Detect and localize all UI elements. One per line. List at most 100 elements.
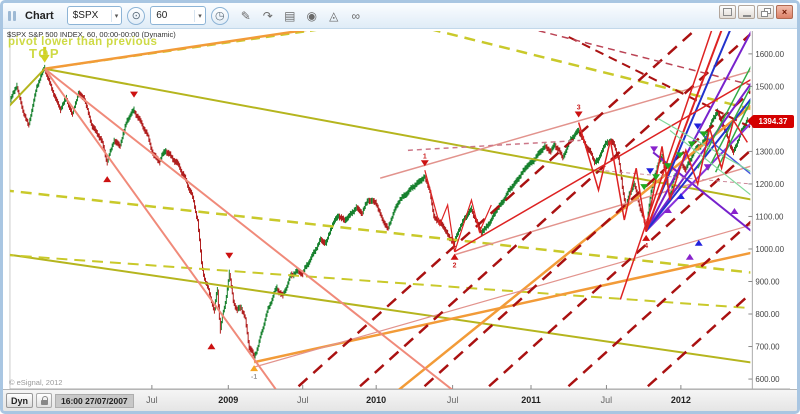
alert-tool-button[interactable]: ◬ (324, 6, 344, 25)
price-chart[interactable]: 1600.001500.001400.001300.001200.001100.… (3, 29, 797, 389)
time-axis-labels: Jul 2009 Jul 2010 Jul 2011 Jul 2012 (3, 390, 797, 411)
pencil-tool-icon: ✎ (240, 8, 251, 23)
float-window-button[interactable] (719, 5, 736, 19)
trend-line[interactable] (657, 117, 797, 199)
green-down-triangle-marker[interactable] (664, 163, 672, 170)
red-down-triangle-marker[interactable] (420, 160, 429, 167)
clock-icon: ◷ (214, 10, 225, 22)
purple-up-triangle-marker[interactable] (685, 253, 694, 260)
blue-down-triangle-marker[interactable] (646, 168, 655, 175)
trend-line[interactable] (3, 254, 797, 312)
pivot-arrow-icon[interactable] (39, 54, 50, 63)
purple-down-triangle-marker[interactable] (703, 164, 712, 171)
pivot-annotation[interactable]: pivot lower than previous TOP (8, 36, 157, 60)
y-axis-label: 800.00 (755, 310, 780, 319)
close-button[interactable]: × (776, 5, 793, 19)
trend-lines[interactable] (3, 29, 797, 389)
close-icon: × (781, 6, 788, 17)
purple-up-triangle-marker[interactable] (730, 208, 739, 214)
trend-line[interactable] (469, 29, 797, 97)
interval-combobox[interactable]: 60 ▾ (150, 6, 206, 25)
trend-line[interactable] (454, 53, 797, 253)
pivot-markers[interactable]: 1 2 3 4 -1 (39, 46, 739, 381)
trend-line[interactable] (253, 212, 797, 368)
trend-line[interactable] (619, 29, 721, 300)
blue-down-triangle-marker[interactable] (693, 123, 702, 130)
trend-line[interactable] (44, 29, 500, 71)
note-tool-button[interactable]: ▤ (280, 6, 300, 25)
purple-down-triangle-marker[interactable] (650, 146, 659, 153)
window-controls: × (719, 5, 793, 19)
trend-line[interactable] (3, 68, 46, 113)
marker-number-label: 2 (453, 263, 457, 270)
red-down-triangle-marker[interactable] (225, 252, 234, 259)
time-interval-button[interactable]: ◷ (210, 6, 229, 25)
trend-line[interactable] (645, 41, 797, 232)
record-tool-button[interactable]: ◉ (302, 6, 322, 25)
x-axis-label: 2009 (218, 395, 239, 405)
y-axis-label: 1100.00 (755, 212, 784, 221)
red-down-triangle-marker[interactable] (130, 91, 138, 98)
trend-line[interactable] (454, 152, 797, 256)
purple-up-triangle-marker[interactable] (664, 207, 672, 213)
restore-button[interactable] (757, 5, 774, 19)
chevron-down-icon[interactable]: ▾ (110, 9, 122, 22)
blue-up-triangle-marker[interactable] (694, 239, 703, 246)
red-up-triangle-marker[interactable] (207, 343, 216, 350)
trend-line[interactable] (707, 29, 795, 171)
trend-line[interactable] (430, 29, 797, 120)
red-up-triangle-marker[interactable] (450, 253, 459, 260)
trend-line[interactable] (618, 252, 797, 389)
green-down-triangle-marker[interactable] (675, 152, 684, 159)
curve-tool-button[interactable]: ↷ (258, 6, 278, 25)
trend-line[interactable] (714, 29, 797, 173)
trend-line[interactable] (407, 139, 581, 152)
link-tool-button[interactable]: ∞ (346, 6, 366, 25)
trend-line[interactable] (370, 69, 797, 389)
trend-line[interactable] (645, 76, 797, 232)
trend-line[interactable] (568, 36, 797, 150)
minimize-button[interactable] (738, 5, 755, 19)
drawing-toolbar: ✎ ↷ ▤ ◉ ◬ ∞ (234, 6, 366, 25)
green-down-triangle-marker[interactable] (687, 141, 696, 148)
red-down-triangle-marker[interactable] (574, 111, 583, 118)
blue-up-triangle-marker[interactable] (676, 193, 685, 200)
trend-line[interactable] (645, 29, 767, 232)
trend-line[interactable] (269, 29, 703, 389)
wave-polyline[interactable] (424, 170, 492, 252)
trend-line[interactable] (598, 169, 798, 188)
green-down-triangle-marker[interactable] (699, 131, 708, 138)
record-tool-icon: ◉ (306, 8, 318, 23)
red-up-triangle-marker[interactable] (103, 176, 112, 183)
trend-line[interactable] (44, 67, 500, 389)
chart-area[interactable]: 1600.001500.001400.001300.001200.001100.… (3, 29, 797, 389)
green-down-triangle-marker[interactable] (652, 174, 661, 181)
chevron-down-icon[interactable]: ▾ (194, 9, 205, 22)
trend-line[interactable] (460, 109, 797, 389)
pencil-tool-button[interactable]: ✎ (236, 6, 256, 25)
interval-value[interactable]: 60 (156, 10, 168, 21)
trend-line[interactable] (657, 29, 742, 201)
y-axis-label: 1000.00 (755, 245, 784, 254)
x-axis-label: 2011 (521, 395, 541, 405)
symbol-combobox[interactable]: $SPX ▾ (66, 6, 123, 25)
trend-line[interactable] (395, 59, 787, 389)
trend-line[interactable] (44, 67, 797, 208)
trend-line[interactable] (3, 189, 797, 278)
symbol-value[interactable]: $SPX (72, 10, 99, 21)
lock-button[interactable] (36, 393, 53, 408)
dyn-button[interactable]: Dyn (6, 393, 34, 408)
symbol-lookup-button[interactable]: ⊙ (127, 6, 146, 25)
trend-line[interactable] (3, 253, 797, 369)
orange-up-triangle-marker[interactable] (250, 365, 259, 372)
plot-region[interactable]: 1 2 3 4 -1 (3, 29, 797, 389)
green-down-triangle-marker[interactable] (640, 184, 649, 191)
trend-line[interactable] (697, 29, 785, 169)
red-up-triangle-marker[interactable] (642, 234, 651, 241)
trend-line[interactable] (43, 68, 306, 389)
wave-polyline[interactable] (577, 118, 749, 233)
trend-line[interactable] (652, 151, 797, 267)
x-axis-label: Jul (600, 395, 613, 405)
trend-line[interactable] (331, 29, 758, 389)
trend-line[interactable] (669, 129, 797, 231)
